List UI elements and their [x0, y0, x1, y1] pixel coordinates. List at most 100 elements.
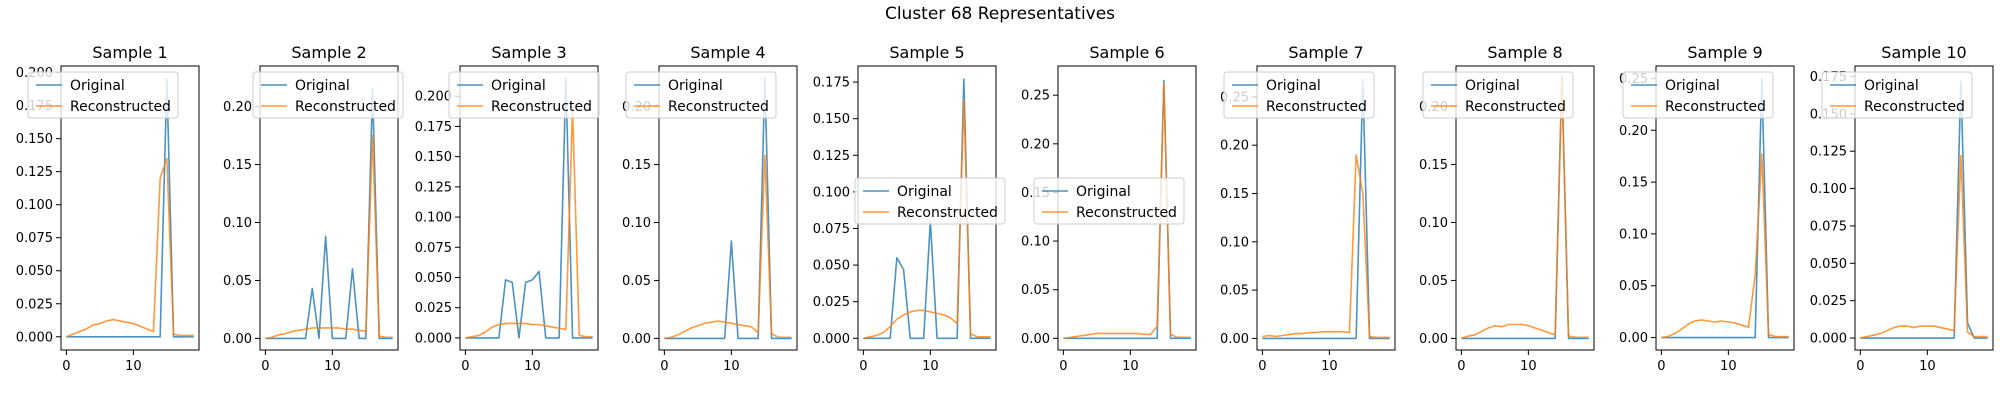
x-tick-label: 0 [62, 359, 70, 374]
y-tick-label: 0.025 [16, 297, 53, 312]
y-tick-label: 0.075 [16, 231, 53, 246]
x-tick-label: 10 [1919, 359, 1936, 374]
legend: Original Reconstructed [1821, 71, 1973, 119]
legend-frame [625, 71, 777, 119]
subplot-title: Sample 4 [690, 43, 765, 62]
y-tick-label: 0.125 [813, 149, 850, 164]
x-tick-label: 0 [660, 359, 668, 374]
x-tick-label: 0 [1059, 359, 1067, 374]
legend-label: Reconstructed [491, 99, 592, 115]
y-tick-label: 0.00 [1419, 332, 1448, 347]
x-tick-label: 0 [1856, 359, 1864, 374]
legend-label: Original [295, 78, 350, 94]
series-line-reconstructed [66, 157, 194, 338]
subplot-8: Sample 80.000.050.100.150.20010OriginalR… [1419, 43, 1595, 374]
legend: Original Reconstructed [854, 177, 1006, 225]
y-tick-label: 0.05 [1021, 283, 1050, 298]
x-tick-label: 10 [723, 359, 740, 374]
legend-frame [1033, 177, 1185, 225]
y-tick-label: 0.20 [1021, 137, 1050, 152]
y-tick-label: 0.00 [1021, 332, 1050, 347]
y-tick-label: 0.050 [813, 259, 850, 274]
y-tick-label: 0.175 [415, 120, 452, 135]
y-tick-label: 0.10 [223, 216, 252, 231]
y-tick-label: 0.20 [223, 100, 252, 115]
legend-label: Original [1665, 78, 1720, 94]
y-tick-label: 0.100 [1810, 182, 1847, 197]
legend-frame [252, 71, 404, 119]
subplot-2: Sample 2 0.00 0.05 0.10 0.15 0.20 0 10 Original R… [223, 43, 404, 374]
legend-label: Reconstructed [1266, 99, 1367, 115]
x-tick-label: 0 [461, 359, 469, 374]
x-tick-label: 10 [1122, 359, 1139, 374]
legend-frame [854, 177, 1006, 225]
y-tick-label: 0.000 [1810, 332, 1847, 347]
y-tick-label: 0.15 [1220, 187, 1249, 202]
y-tick-label: 0.175 [813, 76, 850, 91]
series-line-original [1262, 78, 1390, 340]
y-tick-label: 0.10 [1619, 227, 1648, 242]
legend-label: Reconstructed [1665, 99, 1766, 115]
y-tick-label: 0.125 [415, 180, 452, 195]
legend-label: Original [668, 78, 723, 94]
y-tick-label: 0.15 [1419, 158, 1448, 173]
subplot-9: Sample 90.000.050.100.150.200.25010Origi… [1619, 43, 1795, 374]
subplot-4: Sample 40.000.050.100.150.20010OriginalR… [622, 43, 798, 374]
series-line-reconstructed [465, 107, 593, 339]
series-line-reconstructed [1262, 154, 1390, 339]
y-tick-label: 0.150 [16, 132, 53, 147]
legend: Original Reconstructed [252, 71, 404, 119]
legend-label: Original [1465, 78, 1520, 94]
x-tick-label: 10 [324, 359, 341, 374]
y-tick-label: 0.200 [415, 90, 452, 105]
legend-label: Original [1864, 78, 1919, 94]
y-tick-label: 0.20 [1619, 124, 1648, 139]
subplot-title: Sample 1 [92, 43, 167, 62]
y-tick-label: 0.15 [1619, 176, 1648, 191]
legend-frame [1821, 71, 1973, 119]
y-tick-label: 0.10 [622, 216, 651, 231]
legend-label: Reconstructed [1076, 205, 1177, 221]
legend: Original Reconstructed [1622, 71, 1774, 119]
x-tick-label: 0 [1457, 359, 1465, 374]
x-tick-label: 0 [1258, 359, 1266, 374]
legend: Original Reconstructed [448, 71, 600, 119]
legend-label: Original [70, 78, 125, 94]
x-tick-label: 0 [1657, 359, 1665, 374]
legend-label: Reconstructed [1864, 99, 1965, 115]
y-tick-label: 0.00 [223, 332, 252, 347]
y-tick-label: 0.000 [813, 332, 850, 347]
y-tick-label: 0.025 [415, 301, 452, 316]
y-tick-label: 0.125 [1810, 145, 1847, 160]
series-line-reconstructed [1661, 153, 1789, 339]
series-line-reconstructed [1461, 80, 1589, 340]
subplot-title: Sample 2 [291, 43, 366, 62]
subplot-3: Sample 3 0.000 0.025 0.050 0.075 0.100 0.125 0.… [415, 43, 600, 374]
legend-label: Original [1076, 184, 1131, 200]
subplot-title: Sample 10 [1881, 43, 1966, 62]
legend-frame [1422, 71, 1574, 119]
series-line-reconstructed [863, 98, 991, 340]
axes-frame [459, 65, 599, 351]
legend: Original Reconstructed [1033, 177, 1185, 225]
legend-label: Original [491, 78, 546, 94]
y-tick-label: 0.05 [1419, 274, 1448, 289]
subplot-title: Sample 5 [889, 43, 964, 62]
legend-frame [448, 71, 600, 119]
y-tick-label: 0.05 [1220, 284, 1249, 299]
y-tick-label: 0.075 [813, 222, 850, 237]
axes-frame [1854, 65, 1994, 351]
y-tick-label: 0.25 [1021, 89, 1050, 104]
series-line-reconstructed [265, 134, 393, 340]
subplot-title: Sample 3 [491, 43, 566, 62]
y-tick-label: 0.00 [622, 332, 651, 347]
series-line-reconstructed [664, 154, 792, 340]
y-tick-label: 0.10 [1220, 235, 1249, 250]
legend: Original Reconstructed [27, 71, 179, 119]
subplot-5: Sample 5 0.000 0.025 0.050 0.075 0.100 0.125 0.… [813, 43, 1006, 374]
subplot-title: Sample 7 [1288, 43, 1363, 62]
legend: Original Reconstructed [1223, 71, 1375, 119]
legend-label: Original [1266, 78, 1321, 94]
subplot-title: Sample 6 [1089, 43, 1164, 62]
